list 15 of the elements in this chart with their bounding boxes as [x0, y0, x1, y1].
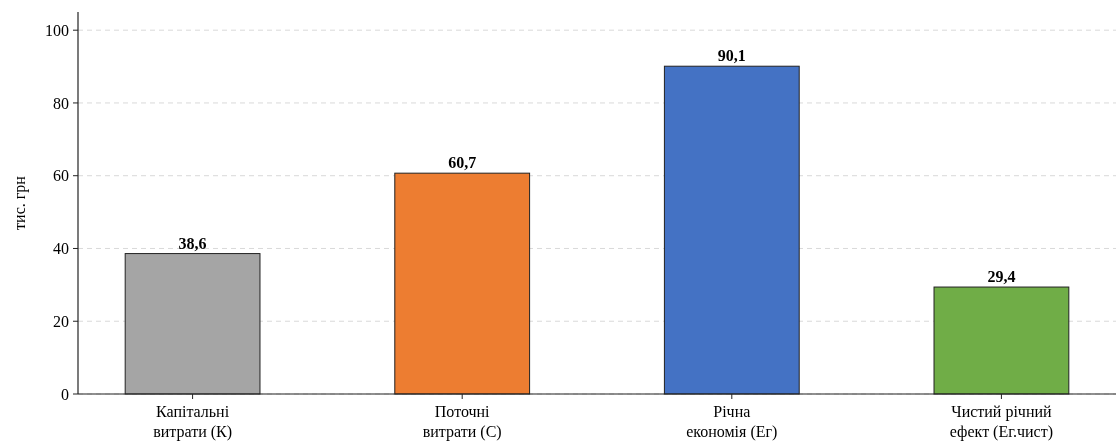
y-tick-label: 0	[61, 385, 69, 403]
x-tick-label: Поточні витрати (С)	[422, 403, 502, 441]
x-tick-label: Капітальні витрати (К)	[153, 403, 233, 441]
x-tick-label: Чистий річний ефект (Ег.чист)	[949, 403, 1054, 441]
data-label: 90,1	[717, 47, 746, 65]
data-label: 29,4	[987, 268, 1016, 286]
x-tick-label: Річна економія (Ег)	[686, 403, 778, 441]
y-tick-label: 40	[53, 240, 69, 258]
y-tick-label: 60	[53, 167, 69, 185]
y-tick-label: 20	[53, 312, 69, 330]
y-tick-label: 100	[45, 21, 69, 39]
data-label: 38,6	[178, 234, 207, 252]
data-label: 60,7	[448, 154, 477, 172]
y-axis-title: тис. грн	[11, 175, 29, 230]
y-tick-label: 80	[53, 94, 69, 112]
